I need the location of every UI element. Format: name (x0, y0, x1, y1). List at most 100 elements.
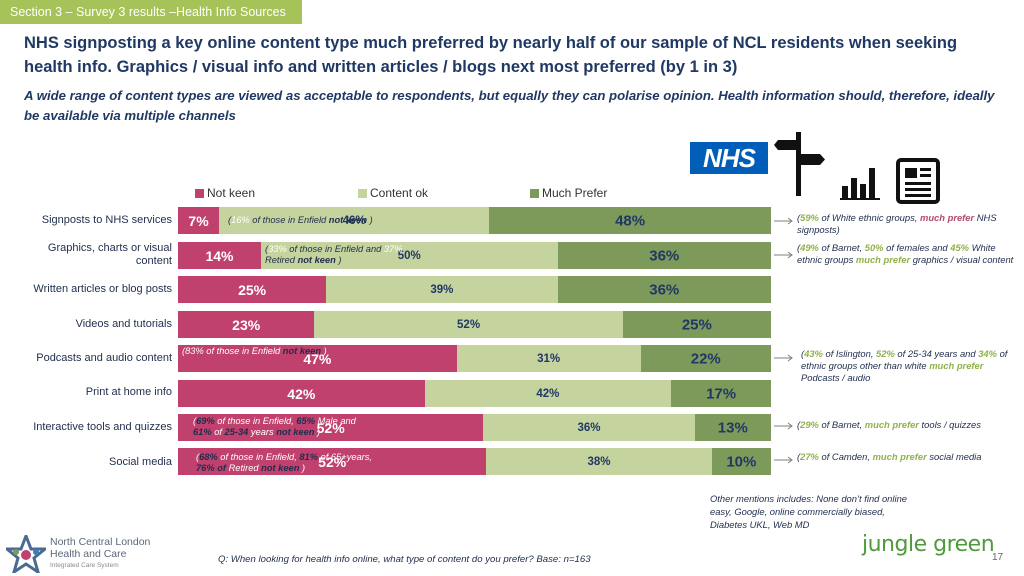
legend-label: Not keen (207, 186, 256, 200)
category-label: Podcasts and audio content (36, 352, 172, 364)
data-label: 7% (188, 212, 209, 229)
bar-segment-much-prefer: 13% (694, 414, 771, 441)
bar-segment-much-prefer: 25% (622, 311, 771, 338)
data-label: 22% (690, 350, 721, 367)
jungle-green-logo: jungle green (862, 532, 995, 557)
data-label: 39% (430, 283, 454, 296)
legend-swatch (195, 188, 204, 198)
bar-segment-not-keen: 52% (178, 448, 487, 475)
data-label: 36% (577, 421, 601, 434)
data-label: 52% (316, 419, 345, 436)
bar-row: 47% 31% 22% (178, 345, 771, 372)
data-label: 50% (397, 249, 421, 262)
legend-label: Much Prefer (542, 186, 608, 200)
bar-segment-not-keen: 25% (178, 276, 327, 303)
data-label: 14% (205, 247, 234, 264)
data-label: 52% (318, 453, 347, 470)
arrow-head (787, 251, 793, 259)
note-arrows (774, 217, 793, 464)
inline-note-graphics: (33% of those in Enfield and 37% Retired… (265, 244, 403, 265)
bar-segment-content-ok: 42% (424, 380, 672, 407)
data-label: 52% (457, 318, 481, 331)
arrow-head (787, 422, 793, 430)
bar-segment-not-keen: 7% (178, 207, 220, 234)
ncl-star-icon (6, 535, 46, 573)
bar-chart-icon (840, 168, 880, 200)
bar-row: 7% 46% 48% (178, 207, 771, 234)
inline-note-social: (68% of those in Enfield, 81% of 65+year… (196, 452, 373, 473)
data-label: 36% (649, 281, 680, 298)
data-label: 42% (287, 385, 316, 402)
inline-note-interactive: (69% of those in Enfield, 65% Male and 6… (193, 416, 356, 437)
bar-segment-content-ok: 36% (483, 414, 695, 441)
bar-segment-not-keen: 42% (178, 380, 425, 407)
bar-segment-not-keen: 14% (178, 242, 262, 269)
legend-much-prefer: Much Prefer (530, 186, 607, 200)
data-label: 23% (232, 316, 261, 333)
bar-segment-content-ok: 46% (219, 207, 490, 234)
data-label: 47% (303, 350, 332, 367)
legend-not-keen: Not keen (195, 186, 255, 200)
section-tag: Section 3 – Survey 3 results –Health Inf… (0, 0, 302, 24)
side-note-interactive: (29% of Barnet, much prefer tools / quiz… (797, 419, 981, 430)
nhs-logo: NHS (690, 142, 768, 174)
data-label: 25% (681, 316, 712, 333)
data-label: 38% (587, 455, 611, 468)
legend-swatch (358, 188, 367, 198)
bar-row: 42% 42% 17% (178, 380, 771, 407)
side-note-signposts: (59% of White ethnic groups, much prefer… (797, 212, 997, 235)
inline-note-podcasts: (83% of those in Enfield not keen ) (182, 346, 327, 356)
data-label: 10% (726, 453, 757, 470)
signpost-icon (774, 132, 825, 196)
bar-segment-not-keen: 23% (178, 311, 315, 338)
document-icon (896, 158, 940, 204)
data-label: 46% (342, 214, 366, 227)
data-label: 42% (536, 387, 560, 400)
bar-segment-much-prefer: 22% (640, 345, 771, 372)
bar-row: 25% 39% 36% (178, 276, 771, 303)
bar-segment-content-ok: 52% (314, 311, 623, 338)
ncl-logo-line1: North Central London (50, 536, 151, 548)
bar-segment-not-keen: 47% (178, 345, 457, 372)
data-label: 31% (537, 352, 561, 365)
bar-segment-much-prefer: 36% (557, 242, 771, 269)
legend-swatch (530, 188, 539, 198)
category-label: Videos and tutorials (75, 318, 172, 330)
legend-content-ok: Content ok (358, 186, 428, 200)
inline-note-signposts: (16% of those in Enfield not keen ) (228, 215, 373, 225)
ncl-logo-line2: Health and Care (50, 548, 127, 560)
side-note-social: (27% of Camden, much prefer social media (797, 451, 982, 462)
survey-question: Q: When looking for health info online, … (218, 554, 591, 565)
bar-segment-content-ok: 31% (456, 345, 641, 372)
category-label: Print at home info (85, 386, 172, 398)
bar-row: 52% 38% 10% (178, 448, 771, 475)
arrow-head (787, 354, 793, 362)
legend-label: Content ok (370, 186, 429, 200)
category-label: Interactive tools and quizzes (33, 421, 172, 433)
page-number: 17 (992, 552, 1004, 563)
category-label: Social media (109, 456, 172, 468)
bar-segment-much-prefer: 48% (489, 207, 771, 234)
page-title: NHS signposting a key online content typ… (24, 34, 958, 76)
ncl-logo-line3: Integrated Care System (50, 562, 119, 569)
data-label: 48% (615, 212, 646, 229)
side-note-podcasts: (43% of Islington, 52% of 25-34 years an… (801, 348, 1008, 383)
bar-segment-content-ok: 39% (326, 276, 558, 303)
page-subtitle: A wide range of content types are viewed… (24, 88, 995, 123)
ncl-logo: North Central London Health and Care Int… (6, 535, 150, 573)
bar-row: 14% 50% 36% (178, 242, 771, 269)
bar-segment-not-keen: 52% (178, 414, 484, 441)
category-label: Written articles or blog posts (33, 283, 172, 295)
other-mentions: Other mentions includes: None don’t find… (710, 493, 907, 530)
arrow-head (787, 217, 793, 225)
side-note-graphics: (49% of Barnet, 50% of females and 45% W… (797, 242, 1014, 265)
bar-segment-much-prefer: 36% (557, 276, 771, 303)
content-type-icons: NHS (690, 130, 950, 206)
bar-row: 23% 52% 25% (178, 311, 771, 338)
category-label: Signposts to NHS services (41, 214, 172, 226)
bar-segment-much-prefer: 17% (671, 380, 771, 407)
bar-segment-content-ok: 38% (486, 448, 712, 475)
data-label: 25% (238, 281, 267, 298)
data-label: 17% (706, 385, 737, 402)
data-label: 13% (717, 419, 748, 436)
